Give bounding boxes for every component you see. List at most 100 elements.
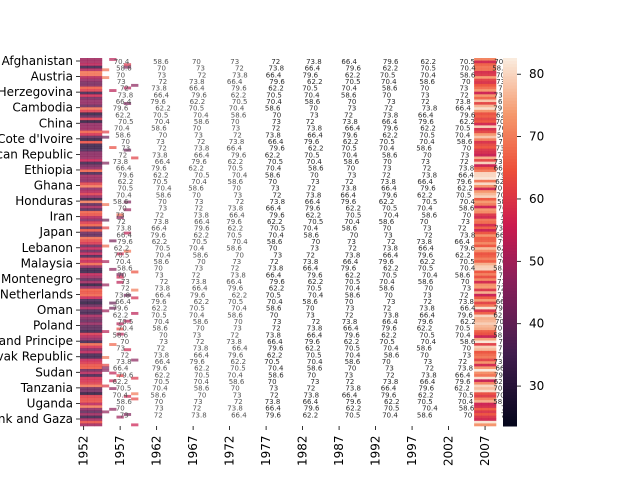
cell-annotation: 70.5: [227, 231, 243, 239]
heatmap-cell: [109, 343, 117, 346]
heatmap-cell: [101, 309, 110, 313]
heatmap-cell: [481, 418, 489, 422]
heatmap-cell: [474, 265, 482, 269]
cell-annotation: 79.6: [268, 345, 284, 353]
heatmap-cell: [474, 392, 482, 396]
heatmap-cell: [481, 280, 489, 284]
cell-annotation: 79.6: [231, 85, 247, 93]
heatmap-cell: [101, 135, 110, 139]
heatmap-cell: [481, 286, 489, 289]
heatmap-cell: [87, 208, 95, 212]
cell-annotation: 79.6: [117, 238, 133, 246]
heatmap-cell: [131, 358, 139, 362]
colorbar-segment: [503, 137, 517, 142]
heatmap-cell: [481, 91, 489, 95]
heatmap-cell: [87, 278, 95, 282]
heatmap-cell: [488, 368, 497, 372]
cell-annotation: 79.6: [118, 171, 134, 179]
cell-annotation: 70: [234, 318, 243, 326]
cell-annotation: 70.5: [379, 138, 395, 146]
colorbar-segment: [503, 324, 517, 329]
heatmap-cell: [87, 257, 95, 261]
heatmap-cell: [481, 96, 489, 100]
heatmap-cell: [488, 420, 497, 424]
heatmap-cell: [488, 216, 497, 219]
heatmap-cell: [87, 275, 95, 279]
heatmap-cell: [94, 164, 103, 168]
cell-annotation: 73.8: [455, 98, 471, 106]
heatmap-cell: [131, 376, 139, 380]
heatmap-cell: [488, 283, 497, 287]
cell-annotation: 70: [154, 398, 163, 406]
cell-annotation: 70.4: [231, 305, 247, 313]
heatmap-cell: [488, 244, 497, 248]
heatmap-cell: [94, 174, 103, 178]
cell-annotation: 73: [461, 218, 470, 226]
heatmap-cell: [80, 413, 88, 416]
heatmap-cell: [474, 317, 482, 321]
colorbar-segment: [503, 303, 517, 307]
heatmap-cell: [488, 366, 497, 370]
heatmap-cell: [80, 415, 88, 419]
cell-annotation: 70.4: [266, 98, 282, 106]
cell-annotation: 73.8: [232, 71, 248, 79]
heatmap-cell: [488, 286, 497, 289]
heatmap-cell: [481, 73, 489, 77]
heatmap-cell: [80, 179, 88, 183]
cell-annotation: 66.4: [155, 158, 171, 166]
colorbar-segment: [503, 153, 517, 157]
heatmap-cell: [87, 418, 95, 422]
cell-annotation: 62.2: [118, 178, 134, 186]
heatmap-cell: [481, 221, 489, 225]
heatmap-cell: [488, 159, 497, 162]
heatmap-cell: [488, 226, 497, 230]
heatmap-cell: [481, 63, 489, 67]
heatmap-cell: [488, 330, 497, 333]
heatmap-cell: [87, 415, 95, 419]
heatmap-cell: [481, 353, 489, 357]
heatmap-cell: [481, 327, 489, 331]
heatmap-cell: [87, 182, 95, 186]
cell-annotation: 62.2: [417, 191, 433, 199]
heatmap-cell: [481, 275, 489, 279]
heatmap-cell: [474, 76, 482, 80]
cell-annotation: 72: [154, 411, 163, 419]
cell-annotation: 70.5: [459, 58, 475, 66]
cell-annotation: 70: [232, 185, 241, 193]
cell-annotation: 79.6: [494, 305, 510, 313]
heatmap-cell: [131, 83, 139, 87]
cell-annotation: 70.4: [304, 91, 320, 99]
heatmap-cell: [80, 257, 88, 261]
cell-annotation: 72: [498, 85, 507, 93]
heatmap-cell: [80, 262, 88, 266]
colorbar-segment: [503, 150, 517, 154]
cell-annotation: 58.6: [266, 305, 282, 313]
cell-annotation: 70: [121, 138, 130, 146]
cell-annotation: 58.6: [422, 211, 438, 219]
cell-annotation: 62.2: [194, 231, 210, 239]
cell-annotation: 62.2: [379, 198, 395, 206]
cell-annotation: 73: [156, 138, 165, 146]
heatmap-cell: [481, 190, 489, 194]
cell-annotation: 70.4: [112, 391, 128, 399]
cell-annotation: 62.2: [305, 345, 321, 353]
heatmap-cell: [80, 337, 88, 341]
heatmap-cell: [94, 379, 103, 383]
heatmap-cell: [488, 363, 497, 367]
cell-annotation: 70.4: [345, 351, 361, 359]
heatmap-cell: [488, 96, 497, 100]
heatmap-cell: [94, 166, 103, 170]
y-tick-label: Iran: [50, 210, 73, 224]
heatmap-cell: [94, 291, 103, 295]
cell-annotation: 58.6: [457, 138, 473, 146]
heatmap-cell: [94, 216, 103, 219]
heatmap-cell: [488, 381, 497, 385]
cell-annotation: 70.4: [193, 378, 209, 386]
cell-annotation: 79.6: [345, 65, 361, 73]
heatmap-cell: [80, 293, 88, 297]
heatmap-cell: [488, 400, 497, 403]
cell-annotation: 66.4: [418, 111, 434, 119]
heatmap-cell: [94, 156, 103, 160]
heatmap-cell: [101, 366, 110, 370]
cell-annotation: 70.4: [266, 165, 282, 173]
